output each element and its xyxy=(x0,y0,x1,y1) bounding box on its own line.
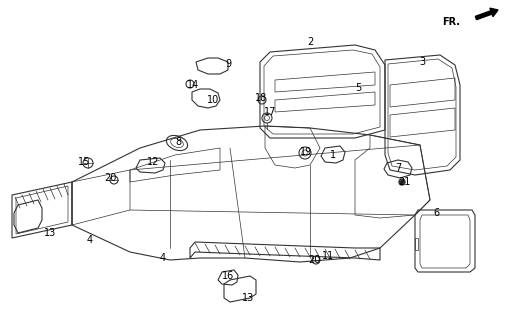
Text: 9: 9 xyxy=(225,59,231,69)
Text: 20: 20 xyxy=(104,173,116,183)
Text: 1: 1 xyxy=(330,150,336,160)
Text: 3: 3 xyxy=(419,57,425,67)
Text: 8: 8 xyxy=(175,137,181,147)
Text: 18: 18 xyxy=(255,93,267,103)
Text: 17: 17 xyxy=(264,107,276,117)
Text: 2: 2 xyxy=(307,37,313,47)
Text: 13: 13 xyxy=(44,228,56,238)
Text: 12: 12 xyxy=(147,157,159,167)
Text: FR.: FR. xyxy=(442,17,460,27)
FancyArrow shape xyxy=(475,8,498,20)
Text: 15: 15 xyxy=(78,157,90,167)
Text: 7: 7 xyxy=(395,163,401,173)
Text: 19: 19 xyxy=(300,147,312,157)
Text: 11: 11 xyxy=(322,251,334,261)
Text: 14: 14 xyxy=(187,80,199,90)
Circle shape xyxy=(399,179,405,185)
Text: 5: 5 xyxy=(355,83,361,93)
Text: 4: 4 xyxy=(160,253,166,263)
Text: 4: 4 xyxy=(87,235,93,245)
Text: 13: 13 xyxy=(242,293,254,303)
Text: 20: 20 xyxy=(308,255,320,265)
Text: 16: 16 xyxy=(222,271,234,281)
Text: 10: 10 xyxy=(207,95,219,105)
Text: 6: 6 xyxy=(433,208,439,218)
Text: 21: 21 xyxy=(398,177,410,187)
